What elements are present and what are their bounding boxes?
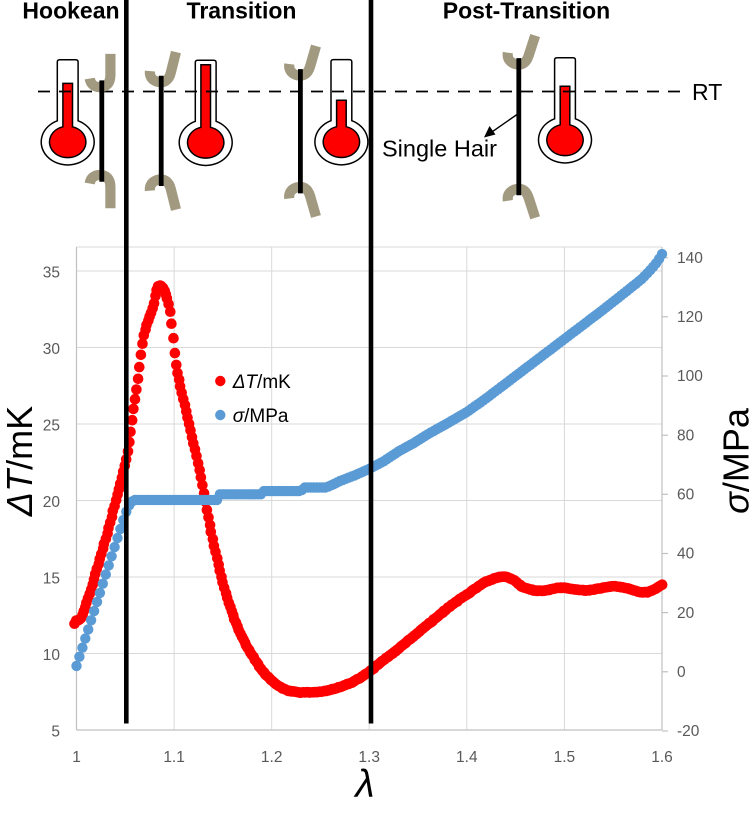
svg-text:60: 60 — [677, 487, 695, 504]
svg-text:15: 15 — [43, 571, 60, 588]
svg-text:20: 20 — [43, 494, 61, 511]
svg-text:0: 0 — [677, 664, 686, 681]
svg-text:120: 120 — [677, 309, 703, 326]
svg-text:σ/MPa: σ/MPa — [716, 407, 756, 514]
svg-text:1.1: 1.1 — [163, 749, 185, 766]
svg-text:20: 20 — [677, 605, 695, 622]
svg-text:80: 80 — [677, 427, 695, 444]
svg-text:λ: λ — [353, 763, 374, 806]
svg-text:30: 30 — [43, 341, 61, 358]
svg-text:ΔT/mK: ΔT/mK — [0, 406, 40, 517]
svg-text:RT: RT — [692, 79, 722, 105]
svg-text:-20: -20 — [677, 723, 700, 740]
svg-text:40: 40 — [677, 546, 695, 563]
svg-text:10: 10 — [43, 647, 61, 664]
svg-text:σ/MPa: σ/MPa — [233, 406, 289, 427]
svg-text:1: 1 — [72, 749, 81, 766]
svg-text:1.5: 1.5 — [554, 749, 576, 766]
svg-text:140: 140 — [677, 250, 703, 267]
svg-text:Single Hair: Single Hair — [382, 136, 497, 162]
svg-text:1.6: 1.6 — [651, 749, 673, 766]
svg-text:Transition: Transition — [187, 0, 297, 24]
svg-text:100: 100 — [677, 368, 703, 385]
svg-text:Hookean: Hookean — [22, 0, 119, 24]
svg-text:ΔT/mK: ΔT/mK — [232, 372, 291, 393]
svg-text:1.2: 1.2 — [261, 749, 283, 766]
svg-text:1.4: 1.4 — [456, 749, 478, 766]
svg-text:35: 35 — [43, 265, 60, 282]
svg-text:25: 25 — [43, 418, 60, 435]
svg-text:5: 5 — [51, 724, 60, 741]
svg-text:Post-Transition: Post-Transition — [443, 0, 610, 24]
